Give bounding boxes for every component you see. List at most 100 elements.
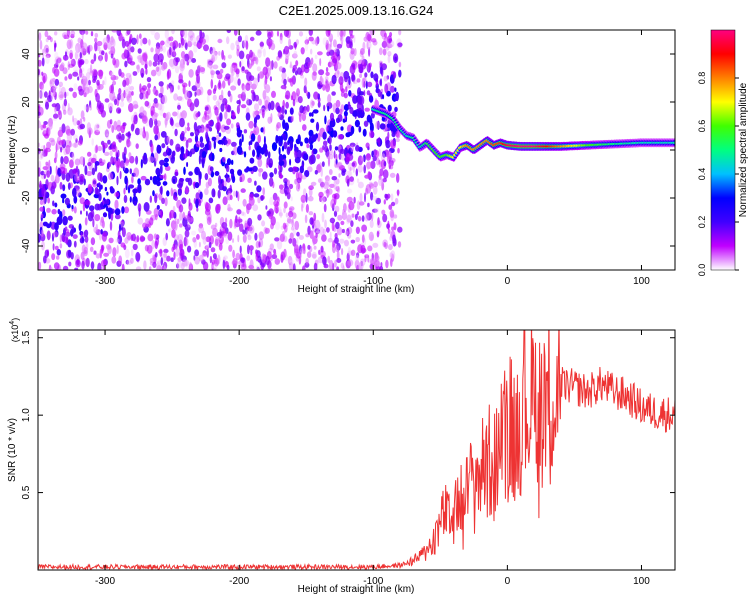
heatmap-cell xyxy=(393,214,398,219)
heatmap-cell xyxy=(237,35,242,43)
heatmap-cell xyxy=(317,163,321,170)
heatmap-cell xyxy=(123,206,130,214)
heatmap-cell xyxy=(201,252,208,258)
heatmap-cell xyxy=(214,106,219,116)
heatmap-cell xyxy=(298,31,304,37)
heatmap-cell xyxy=(291,226,295,231)
heatmap-cell xyxy=(123,90,126,99)
heatmap-cell xyxy=(274,258,280,265)
heatmap-cell xyxy=(95,253,101,259)
heatmap-cell xyxy=(277,50,283,58)
heatmap-cell xyxy=(356,252,360,259)
heatmap-cell xyxy=(397,191,400,197)
heatmap-cell xyxy=(224,111,228,120)
heatmap-cell xyxy=(335,107,340,115)
heatmap-cell xyxy=(348,90,352,97)
heatmap-cell xyxy=(329,217,336,224)
heatmap-cell xyxy=(346,252,350,262)
heatmap-cell xyxy=(172,178,176,184)
heatmap-cell xyxy=(102,37,109,45)
heatmap-cell xyxy=(316,154,321,160)
heatmap-cell xyxy=(296,88,300,97)
heatmap-cell xyxy=(52,77,56,82)
heatmap-cell xyxy=(283,45,290,55)
heatmap-cell xyxy=(160,59,163,65)
heatmap-cell xyxy=(345,132,351,138)
heatmap-cell xyxy=(231,238,235,243)
heatmap-cell xyxy=(345,36,351,44)
heatmap-cell xyxy=(385,139,391,149)
x-tick-label: -300 xyxy=(95,576,115,587)
heatmap-cell xyxy=(305,258,310,265)
heatmap-cell xyxy=(175,57,180,63)
heatmap-cell xyxy=(288,183,294,190)
heatmap-cell xyxy=(45,53,51,58)
heatmap-cell xyxy=(73,206,77,214)
heatmap-cell xyxy=(209,46,213,55)
heatmap-cell xyxy=(264,227,270,234)
heatmap-cell xyxy=(133,200,137,206)
heatmap-cell xyxy=(100,244,105,251)
heatmap-cell xyxy=(177,85,180,90)
heatmap-cell xyxy=(336,43,343,49)
heatmap-cell xyxy=(130,234,134,241)
heatmap-cell xyxy=(171,150,176,157)
heatmap-cell xyxy=(273,167,278,175)
heatmap-cell xyxy=(91,68,98,77)
heatmap-cell xyxy=(138,128,145,136)
heatmap-cell xyxy=(314,227,321,235)
heatmap-cell xyxy=(207,109,211,114)
heatmap-cell xyxy=(257,48,263,54)
heatmap-cell xyxy=(159,164,163,175)
heatmap-cell xyxy=(109,119,113,125)
heatmap-cell xyxy=(194,91,197,97)
heatmap-cell xyxy=(81,32,84,41)
heatmap-cell xyxy=(59,181,63,190)
heatmap-cell xyxy=(179,178,185,182)
x-tick-label: -200 xyxy=(229,576,249,587)
heatmap-cell xyxy=(54,51,59,60)
heatmap-cell xyxy=(268,213,273,220)
heatmap-cell xyxy=(311,253,317,259)
heatmap-cell xyxy=(159,159,165,166)
heatmap-cell xyxy=(359,258,366,266)
colorbar-tick-label: 0.2 xyxy=(697,216,707,229)
heatmap-cell xyxy=(79,30,86,35)
heatmap-cell xyxy=(147,87,151,96)
heatmap-cell xyxy=(107,207,113,213)
heatmap-cell xyxy=(369,263,374,270)
heatmap-cell xyxy=(249,36,255,42)
heatmap-cell xyxy=(94,122,101,133)
heatmap-cell xyxy=(325,124,329,133)
heatmap-cell xyxy=(278,153,284,163)
heatmap-cell xyxy=(194,256,200,265)
heatmap-cell xyxy=(308,185,314,191)
heatmap-cell xyxy=(205,202,209,211)
heatmap-cell xyxy=(181,82,188,88)
heatmap-cell xyxy=(356,95,363,105)
heatmap-cell xyxy=(332,39,337,48)
heatmap-cell xyxy=(184,126,187,134)
heatmap-cell xyxy=(390,160,394,166)
figure-title: C2E1.2025.009.13.16.G24 xyxy=(279,3,434,18)
heatmap-cell xyxy=(54,78,60,86)
heatmap-cell xyxy=(366,90,371,96)
heatmap-cell xyxy=(363,90,366,97)
heatmap-cell xyxy=(160,131,167,138)
heatmap-cell xyxy=(174,220,178,231)
heatmap-cell xyxy=(210,50,216,58)
heatmap-cell xyxy=(64,76,68,81)
heatmap-cell xyxy=(270,113,273,123)
heatmap-cell xyxy=(372,195,378,201)
heatmap-cell xyxy=(291,217,295,228)
heatmap-cell xyxy=(391,226,395,231)
heatmap-cell xyxy=(263,143,268,152)
heatmap-cell xyxy=(102,264,105,270)
heatmap-cell xyxy=(236,48,240,57)
heatmap-cell xyxy=(67,215,73,221)
heatmap-cell xyxy=(242,198,247,207)
heatmap-cell xyxy=(390,201,396,207)
heatmap-cell xyxy=(133,114,138,125)
